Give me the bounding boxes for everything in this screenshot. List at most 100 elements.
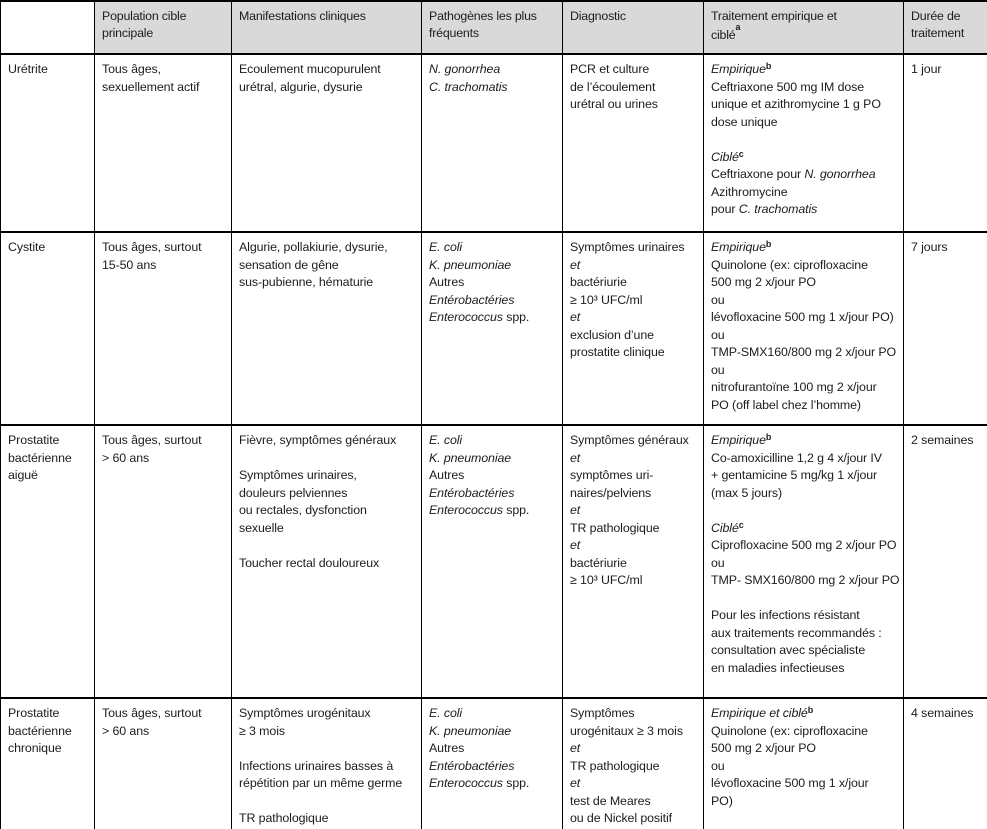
col-header-pathogens: Pathogènes les plus fréquents (421, 0, 563, 55)
cell-line: Symptômes généraux (570, 433, 701, 451)
cell-line: et (570, 538, 701, 556)
text-segment: sensation de gêne (239, 257, 339, 272)
text-segment: (max 5 jours) (711, 485, 782, 500)
text-segment: Empirique (711, 62, 766, 76)
cell-line: et (570, 258, 701, 276)
text-segment: et (570, 776, 581, 790)
cell-manifestations: Symptômes urogénitaux ≥ 3 mois Infections… (231, 697, 422, 829)
cell-line: Empiriqueb (711, 239, 901, 258)
header-label: Durée de (911, 9, 961, 23)
cell-line: + gentamicine 5 mg/kg 1 x/jour (711, 468, 901, 486)
cell-line: Ecoulement mucopurulent (239, 62, 419, 80)
cell-line (711, 132, 901, 150)
text-segment: ou (711, 555, 725, 570)
text-segment: E. coli (429, 706, 463, 720)
cell-line: nitrofurantoïne 100 mg 2 x/jour (711, 380, 901, 398)
text-segment: dose unique (711, 114, 778, 129)
cell-line: pour C. trachomatis (711, 202, 901, 220)
cell-line: Azithromycine (711, 185, 901, 203)
cell-duration: 2 semaines (903, 424, 987, 699)
text-segment: 500 mg 2 x/jour PO (711, 741, 816, 755)
cell-line: TR pathologique (239, 811, 419, 829)
cell-line: Ciprofloxacine 500 mg 2 x/jour PO (711, 538, 901, 556)
text-segment: ≥ 3 mois (239, 723, 285, 738)
text-segment: > 60 ans (102, 723, 150, 738)
text-segment: C. trachomatis (738, 202, 818, 216)
header-label: Population cible (102, 9, 187, 23)
cell-line (711, 503, 901, 521)
col-header-duration: Durée de traitement (903, 0, 987, 55)
cell-line: Cystite (8, 240, 92, 258)
cell-line: TR pathologique (570, 521, 701, 539)
text-segment: répétition par un même germe (239, 776, 403, 790)
cell-line: sensation de gêne (239, 258, 419, 276)
cell-line: Tous âges, surtout (102, 240, 229, 258)
cell-line: symptômes uri- (570, 468, 701, 486)
cell-pathogens: E. coli K. pneumoniae Autres Entérobactérie… (421, 424, 563, 699)
text-segment: Cystite (8, 240, 46, 254)
cell-line: urogénitaux ≥ 3 mois (570, 724, 701, 742)
text-segment: PCR et culture (570, 62, 650, 76)
cell-line: 500 mg 2 x/jour PO (711, 741, 901, 759)
cell-pathogens: N. gonorrhea C. trachomatis (421, 53, 563, 233)
header-label: fréquents (429, 26, 479, 40)
text-segment: Tous âges, (102, 62, 161, 76)
cell-line: Enterococcus spp. (429, 310, 560, 328)
cell-line: Cibléc (711, 520, 901, 539)
text-segment: pour (711, 202, 739, 216)
cell-diagnostic: PCR et culture de l’écoulement urétral ou … (562, 53, 704, 233)
text-segment: Ciblé (711, 520, 739, 535)
cell-line: ou (711, 363, 901, 381)
cell-line: Ceftriaxone pour N. gonorrhea (711, 167, 901, 185)
text-segment: sexuellement actif (102, 79, 200, 94)
cell-line: TMP- SMX160/800 mg 2 x/jour PO (711, 573, 901, 591)
text-segment: 15-50 ans (102, 257, 157, 272)
cell-population: Tous âges, surtout 15-50 ans (94, 231, 232, 426)
header-label: ciblé (711, 28, 736, 43)
cell-line: et (570, 503, 701, 521)
cell-duration: 4 semaines (903, 697, 987, 829)
cell-line: Symptômes (570, 706, 701, 724)
cell-line: E. coli (429, 433, 560, 451)
cell-line: Cibléc (711, 148, 901, 168)
cell-line: E. coli (429, 706, 560, 724)
text-segment: ou (711, 362, 725, 377)
cell-line: Entérobactéries (429, 759, 560, 777)
text-segment: K. pneumoniae (429, 450, 512, 465)
table-row: Cystite Tous âges, surtout 15-50 ans Alguri… (0, 231, 987, 426)
text-segment: Co-amoxicilline 1,2 g 4 x/jour IV (711, 450, 882, 465)
text-segment: urétral ou urines (570, 97, 658, 111)
cell-line: C. trachomatis (429, 80, 560, 98)
text-segment: + gentamicine 5 mg/kg 1 x/jour (711, 468, 878, 482)
col-header-treatment: Traitement empirique et cibléa (703, 0, 904, 55)
cell-duration: 1 jour (903, 53, 987, 233)
cell-line: Autres (429, 741, 560, 759)
text-segment: Infections urinaires basses à (239, 758, 394, 773)
cell-line: ou (711, 328, 901, 346)
text-segment: 7 jours (911, 240, 948, 254)
text-segment: E. coli (429, 433, 463, 447)
footnote-marker: c (738, 148, 744, 159)
text-segment: sus-pubienne, hématurie (239, 275, 374, 289)
header-label: Manifestations cliniques (239, 9, 366, 23)
text-segment: Enterococcus (429, 310, 503, 324)
cell-line: K. pneumoniae (429, 451, 560, 469)
text-segment: C. trachomatis (429, 79, 508, 94)
cell-line: consultation avec spécialiste (711, 643, 901, 661)
cell-line: TMP-SMX160/800 mg 2 x/jour PO (711, 345, 901, 363)
cell-line: urétral, algurie, dysurie (239, 80, 419, 98)
cell-line: Infections urinaires basses à (239, 759, 419, 777)
text-segment: N. gonorrhea (804, 167, 876, 181)
cell-line: Symptômes urogénitaux (239, 706, 419, 724)
cell-line: Entérobactéries (429, 293, 560, 311)
cell-line: Co-amoxicilline 1,2 g 4 x/jour IV (711, 451, 901, 469)
text-segment: Autres (429, 468, 465, 482)
text-segment: de l’écoulement (570, 79, 656, 94)
cell-condition: Cystite (0, 231, 95, 426)
footnote-marker: b (765, 61, 772, 71)
cell-line: chronique (8, 741, 92, 759)
text-segment: Enterococcus (429, 503, 503, 517)
cell-manifestations: Algurie, pollakiurie, dysurie, sensation … (231, 231, 422, 426)
cell-line: sexuelle (239, 521, 419, 539)
